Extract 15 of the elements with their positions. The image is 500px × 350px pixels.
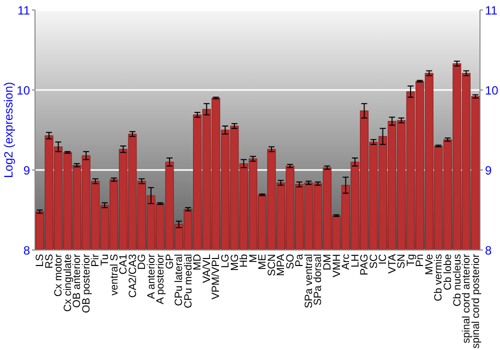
y-axis-title: Log2 (expression) <box>1 82 16 178</box>
y-tick-label: 9 <box>23 163 30 178</box>
y-tick-label: 8 <box>23 243 30 258</box>
y2-tick-label: 10 <box>485 83 499 98</box>
x-tick-label: VMH <box>330 254 343 278</box>
y2-tick-label: 8 <box>485 243 492 258</box>
x-tick-label: VPM/VPL <box>210 254 222 300</box>
x-tick-label: Cx cingulate <box>62 254 74 312</box>
x-tick-label: CPu medial <box>182 254 194 308</box>
x-tick-label: ventral S <box>108 254 120 296</box>
y-tick-label: 11 <box>18 3 30 18</box>
y-tick-label: 10 <box>16 83 30 98</box>
y2-tick-label: 9 <box>485 163 492 178</box>
x-tick-label: LG <box>220 254 232 268</box>
y2-tick-label: 11 <box>485 3 498 18</box>
